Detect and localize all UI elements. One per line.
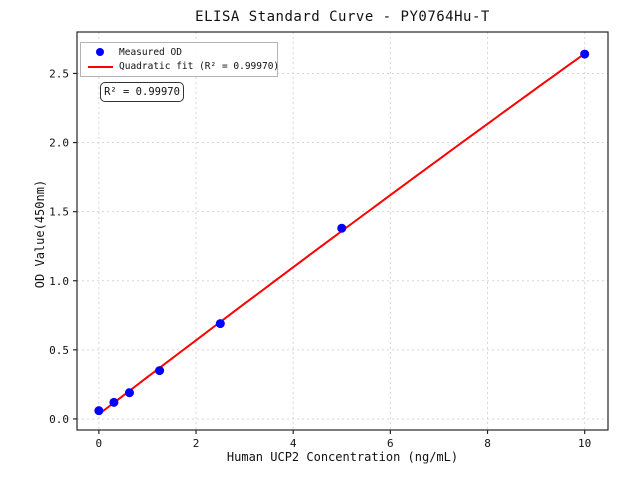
x-tick-label: 6 <box>387 437 394 450</box>
r-squared-annotation: R² = 0.99970 <box>100 82 184 102</box>
scatter-marker-icon <box>96 48 104 57</box>
data-point <box>155 366 165 376</box>
plot-border <box>76 31 609 431</box>
x-tick-label: 4 <box>290 437 297 450</box>
legend-item-quadratic-fit: Quadratic fit (R² = 0.99970) <box>81 60 280 74</box>
legend-item-measured-od: Measured OD <box>81 45 277 59</box>
x-tick-label: 2 <box>193 437 200 450</box>
y-tick-label: 1.0 <box>49 275 69 288</box>
y-tick-label: 2.5 <box>49 67 69 80</box>
legend: Measured OD Quadratic fit (R² = 0.99970) <box>80 42 280 77</box>
data-point <box>109 397 119 407</box>
y-tick-label: 0.5 <box>49 344 69 357</box>
legend-label-quadratic-fit: Quadratic fit (R² = 0.99970) <box>119 61 280 73</box>
line-marker-icon <box>87 65 113 68</box>
y-tick-label: 1.5 <box>49 206 69 219</box>
x-tick-label: 10 <box>578 437 591 450</box>
data-point <box>337 223 347 233</box>
x-tick-label: 8 <box>484 437 491 450</box>
y-tick-label: 2.0 <box>49 137 69 150</box>
chart-title: ELISA Standard Curve - PY0764Hu-T <box>195 9 490 25</box>
data-point <box>94 406 104 416</box>
y-axis-label: OD Value(450nm) <box>33 179 47 289</box>
y-tick-label: 0.0 <box>49 413 69 426</box>
legend-label-measured-od: Measured OD <box>119 46 182 58</box>
x-axis-label: Human UCP2 Concentration (ng/mL) <box>226 450 459 464</box>
data-point <box>124 388 134 398</box>
data-point <box>580 49 590 59</box>
data-point <box>215 319 225 329</box>
fit-line <box>98 52 586 415</box>
x-tick-label: 0 <box>96 437 103 450</box>
